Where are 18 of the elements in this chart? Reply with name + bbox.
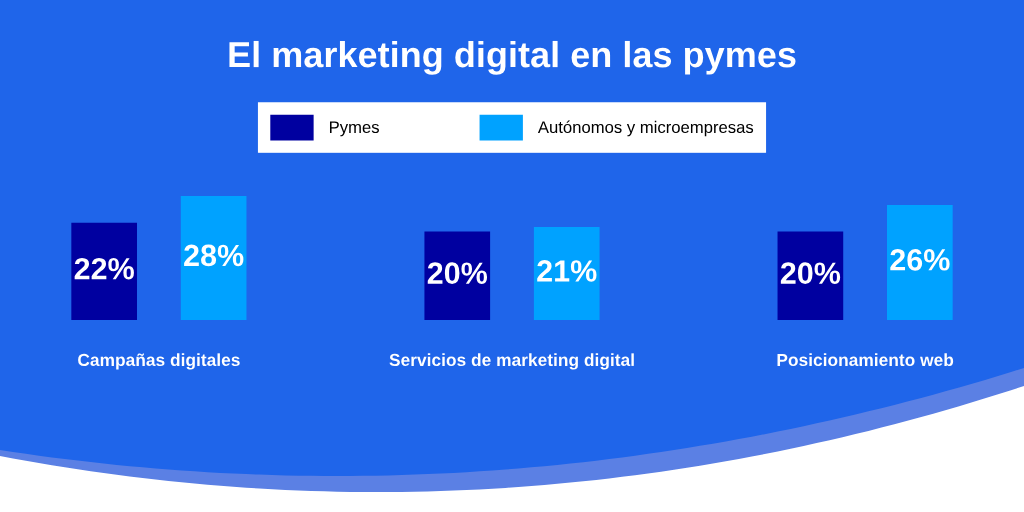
legend-label: Pymes xyxy=(330,121,379,137)
x-tick-label: Posicionamiento web xyxy=(777,353,954,367)
data-label: 26% xyxy=(890,249,950,271)
legend-label: Autónomos y microempresas xyxy=(537,120,754,137)
chart-title: El marketing digital en las pymes xyxy=(229,40,796,75)
bar xyxy=(777,231,844,320)
bar xyxy=(424,231,491,320)
data-label: 28% xyxy=(184,244,244,267)
bar xyxy=(180,196,247,320)
x-tick-label: Campañas digitales xyxy=(78,353,240,370)
bar xyxy=(71,222,137,320)
bar xyxy=(887,204,953,320)
bar xyxy=(533,227,600,320)
x-tick-label: Servicios de marketing digital xyxy=(389,353,634,370)
data-label: 20% xyxy=(427,262,488,284)
data-label: 21% xyxy=(537,260,597,282)
data-label: 20% xyxy=(780,262,841,284)
data-label: 22% xyxy=(74,257,134,280)
